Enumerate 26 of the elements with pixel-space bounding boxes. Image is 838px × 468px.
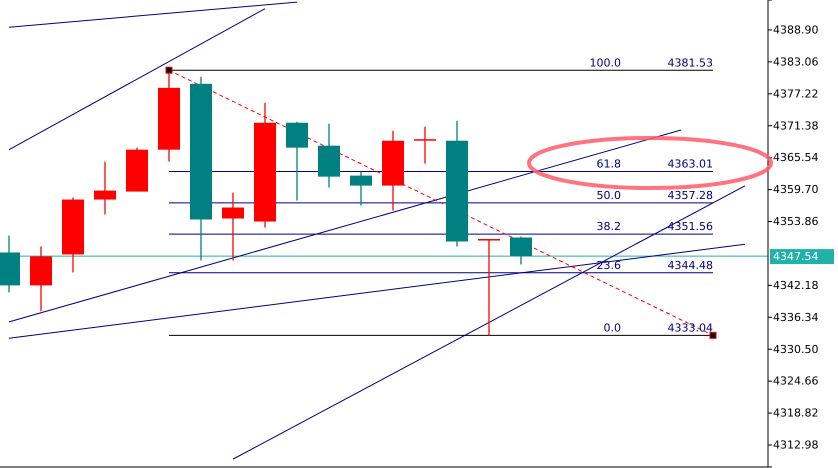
y-tick-label: 4353.86 <box>773 215 818 228</box>
y-tick-label: 4388.90 <box>773 23 818 36</box>
data-label: 4344.48 <box>668 258 713 272</box>
series-label: 100.0 <box>590 56 621 70</box>
y-tick-label: 4312.98 <box>773 438 818 452</box>
ref-line-label: 4347.54 <box>773 250 818 264</box>
series-label: 38.2 <box>596 220 621 234</box>
data-label: 4357.28 <box>668 188 713 202</box>
y-tick-label: 4383.06 <box>773 55 818 68</box>
data-label: 4351.56 <box>668 220 713 234</box>
y-tick-label: 4318.82 <box>773 406 818 420</box>
series-label: 0.0 <box>604 321 621 334</box>
y-tick-label: 4377.22 <box>773 87 818 100</box>
data-label: 4333.04 <box>668 321 713 334</box>
y-tick-label: 4330.50 <box>773 342 818 356</box>
y-tick-label: 4359.70 <box>773 183 818 196</box>
y-tick-label: 4342.18 <box>773 278 818 292</box>
data-label: 4381.53 <box>668 56 713 70</box>
data-label: 4363.01 <box>668 158 713 171</box>
series-label: 23.6 <box>596 258 621 272</box>
y-tick-label: 4365.54 <box>773 151 818 164</box>
series-label: 50.0 <box>596 188 621 202</box>
y-tick-label: 4336.34 <box>773 310 818 324</box>
y-tick-label: 4324.66 <box>773 374 818 388</box>
series-label: 61.8 <box>596 158 621 171</box>
y-tick-label: 4371.38 <box>773 119 818 132</box>
